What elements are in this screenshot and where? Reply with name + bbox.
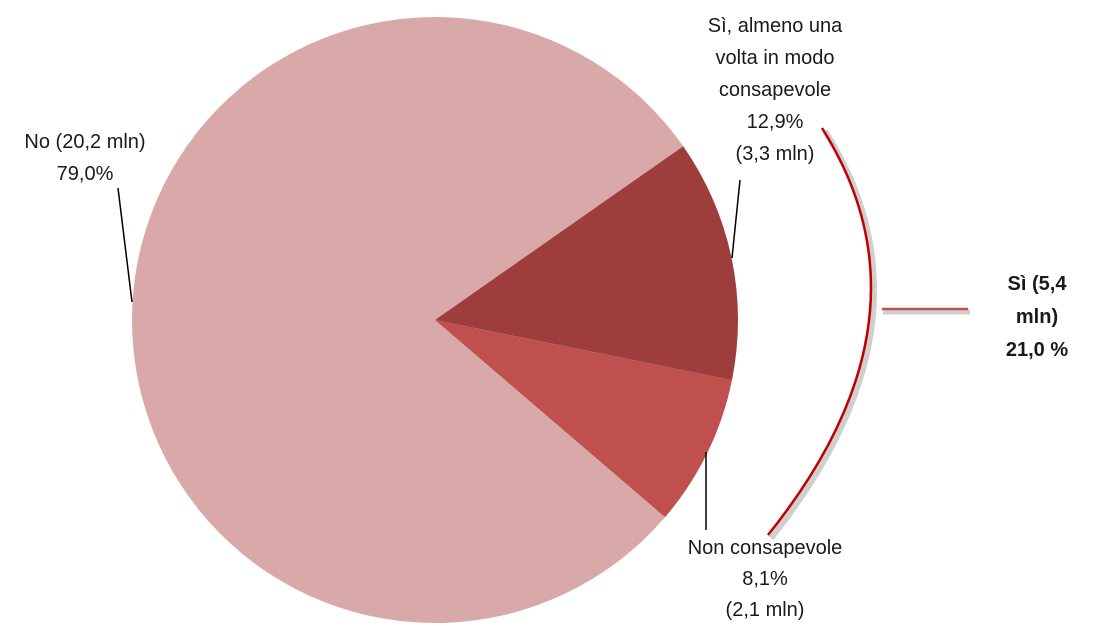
value-label: 12,9% — [746, 111, 804, 133]
bracket-shadow — [768, 129, 877, 540]
pie-slice — [131, 17, 684, 623]
value-label: 79,0% — [56, 163, 114, 185]
category: Sì, almeno una volta in modo consapevole — [707, 15, 843, 101]
category: Non consapevole — [687, 537, 843, 559]
slice-label: Non consapevole 8,1% (2,1 mln) — [655, 533, 875, 626]
group-bracket — [767, 127, 873, 536]
amount-label: (2,1 mln) — [725, 599, 805, 621]
slice-label: No (20,2 mln) 79,0% — [0, 126, 185, 190]
leader-line — [117, 187, 133, 303]
pie — [131, 17, 738, 623]
group-label: Sì (5,4 mln) 21,0 % — [1004, 268, 1071, 367]
group-name: Sì (5,4 mln) — [1007, 273, 1067, 328]
slice-label: Sì, almeno una volta in modo consapevole… — [690, 10, 860, 170]
amount-label: (3,3 mln) — [735, 143, 815, 165]
pie-slice — [435, 146, 738, 381]
category: No (20,2 mln) — [24, 131, 146, 153]
pie-slice — [435, 320, 732, 518]
group-value: 21,0 % — [1005, 339, 1069, 361]
leader-line — [731, 179, 741, 259]
value-label: 8,1% — [742, 568, 788, 590]
leader-lines — [117, 179, 741, 530]
